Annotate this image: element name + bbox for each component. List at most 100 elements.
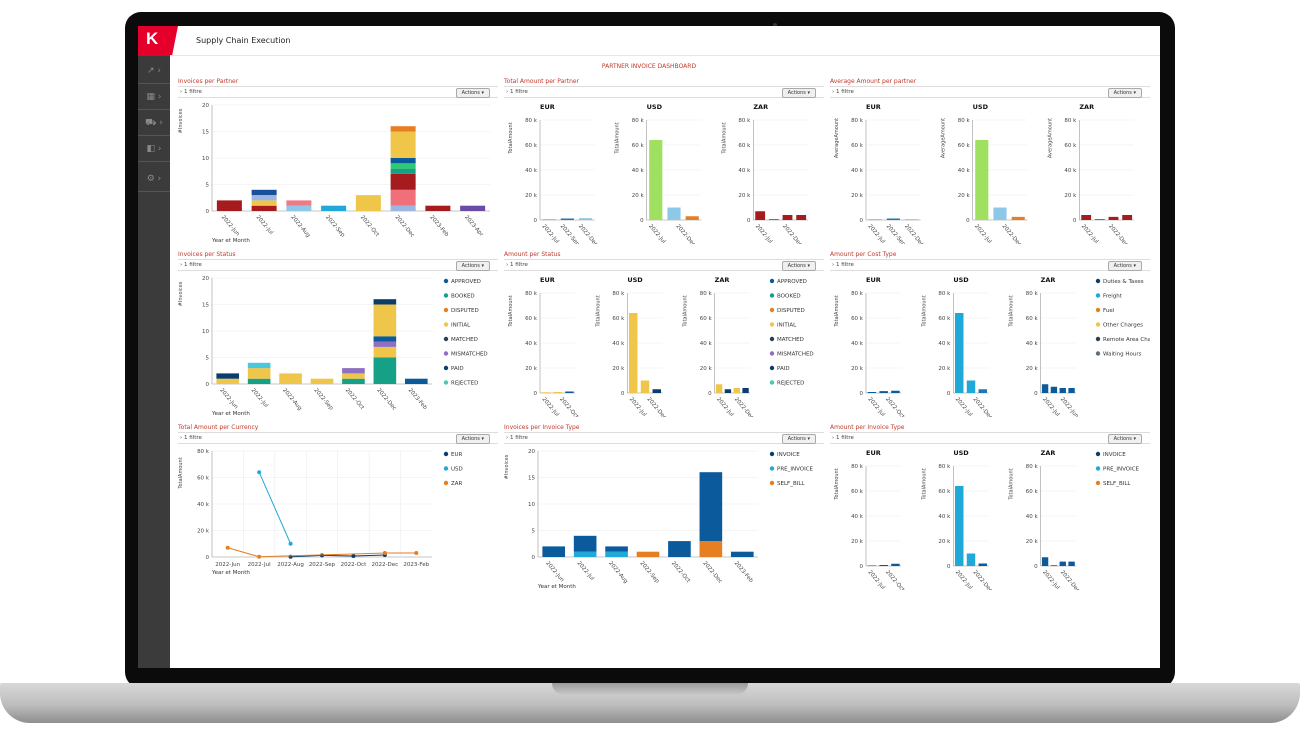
actions-button[interactable]: Actions ▾ <box>781 434 816 444</box>
legend-label: INVOICE <box>1103 452 1126 458</box>
panel-toolbar: › 1 filtre Actions ▾ <box>504 86 824 98</box>
bar <box>867 565 877 566</box>
actions-button[interactable]: Actions ▾ <box>781 88 816 98</box>
sidebar-item-documents[interactable]: ◧ › <box>138 136 170 162</box>
sidebar-item-analytics[interactable]: ↗ › <box>138 58 170 84</box>
facet-ytick: 20 k <box>958 193 971 199</box>
x-tick-label: 2022-Dec <box>674 223 696 244</box>
filter-toggle[interactable]: › 1 filtre <box>180 89 202 95</box>
legend-marker <box>1095 293 1101 298</box>
x-tick-label: 2022-Jul <box>628 396 648 417</box>
facet-ytick: 80 k <box>851 118 864 124</box>
facet-title: EUR <box>866 103 881 111</box>
facet-ytick: 0 <box>1034 391 1038 397</box>
facet-title: EUR <box>540 276 555 284</box>
bar <box>553 392 562 393</box>
logo-letter: K <box>146 29 159 48</box>
panel-toolbar: › 1 filtre Actions ▾ <box>178 432 498 444</box>
filter-toggle[interactable]: › 1 filtre <box>832 262 854 268</box>
actions-button[interactable]: Actions ▾ <box>455 88 490 98</box>
chart-ytick: 40 k <box>197 502 210 508</box>
chart-ytick: 10 <box>202 329 209 335</box>
bar <box>796 215 807 220</box>
facet-title: ZAR <box>753 103 768 111</box>
facet-ytick: 80 k <box>612 291 625 297</box>
bar-segment <box>390 163 416 169</box>
facet-ytick: 80 k <box>700 291 713 297</box>
legend-label: BOOKED <box>451 294 475 300</box>
actions-button[interactable]: Actions ▾ <box>455 434 490 444</box>
actions-button[interactable]: Actions ▾ <box>455 261 490 271</box>
facet-ytick: 60 k <box>851 489 864 495</box>
x-tick-label: 2022-Oct <box>558 396 580 417</box>
facet-ytick: 0 <box>860 391 864 397</box>
bar <box>879 565 888 566</box>
facet-title: EUR <box>540 103 555 111</box>
filter-toggle[interactable]: › 1 filtre <box>506 262 528 268</box>
bar <box>904 219 919 220</box>
filter-toggle[interactable]: › 1 filtre <box>180 435 202 441</box>
bar-segment <box>460 205 486 211</box>
x-tick-label: 2022-Oct <box>341 562 367 568</box>
bar-segment <box>342 368 365 374</box>
chart-ytick: 0 <box>206 382 210 388</box>
facet-ytick: 60 k <box>525 143 538 149</box>
x-tick-label: 2022-Jul <box>866 569 886 590</box>
chart-ytick: 5 <box>532 529 536 535</box>
facet-ytick: 40 k <box>1064 168 1077 174</box>
facet-title: USD <box>953 449 969 457</box>
facet-ytick: 60 k <box>938 489 951 495</box>
chart-ytick: 5 <box>206 356 210 362</box>
sidebar-item-transport[interactable]: ⛟ › <box>138 110 170 136</box>
facet-ytick: 20 k <box>700 366 713 372</box>
panel-title: Total Amount per Currency <box>178 424 259 431</box>
filter-toggle[interactable]: › 1 filtre <box>832 435 854 441</box>
bar <box>715 384 723 393</box>
facet-ytick: 0 <box>534 391 538 397</box>
legend-marker <box>443 307 449 313</box>
bar <box>724 389 732 393</box>
bar <box>1041 557 1049 566</box>
bar-segment <box>373 304 397 337</box>
bar <box>542 219 556 220</box>
filter-toggle[interactable]: › 1 filtre <box>506 435 528 441</box>
actions-button[interactable]: Actions ▾ <box>1107 88 1142 98</box>
facet-title: USD <box>627 276 643 284</box>
legend-marker <box>769 293 775 298</box>
filter-toggle[interactable]: › 1 filtre <box>506 89 528 95</box>
brand-logo[interactable]: K <box>138 26 178 56</box>
x-tick-label: 2022-Jul <box>248 562 271 568</box>
legend-marker <box>443 351 449 356</box>
bar <box>867 392 877 393</box>
actions-button[interactable]: Actions ▾ <box>781 261 816 271</box>
facet-ytick: 40 k <box>612 341 625 347</box>
facet-title: EUR <box>866 276 881 284</box>
chart-ytick: 20 k <box>197 529 210 535</box>
filter-toggle[interactable]: › 1 filtre <box>180 262 202 268</box>
truck-icon: ⛟ › <box>145 118 163 128</box>
bar <box>768 219 779 220</box>
camera-dot <box>773 23 777 27</box>
panel-title: Average Amount per partner <box>830 78 917 85</box>
chart-svg: 0 5 10 15 20 #Invoices 2022-Jun 2022-Jul 2022-Au… <box>178 103 490 244</box>
legend-marker <box>769 278 775 284</box>
x-tick-label: 2022-Sep <box>312 387 334 411</box>
legend-marker <box>1095 480 1101 486</box>
y-axis-label: TotalAmount <box>683 295 689 327</box>
legend-marker <box>769 336 775 342</box>
bar <box>1081 215 1092 220</box>
legend-marker <box>443 451 449 457</box>
chart-ytick: 20 <box>202 276 209 282</box>
sidebar-item-settings[interactable]: ⚙ › <box>138 166 170 192</box>
x-tick-label: 2022-Jul <box>1041 569 1061 590</box>
facet-ytick: 0 <box>966 218 970 224</box>
actions-button[interactable]: Actions ▾ <box>1107 261 1142 271</box>
chart-svg: 0 5 10 15 20 #Invoices 2022-Jun 2022-Jul 2022-Au… <box>178 276 488 417</box>
x-tick-label: 2022-Jul <box>576 560 596 582</box>
actions-button[interactable]: Actions ▾ <box>1107 434 1142 444</box>
sidebar-item-calendar[interactable]: ▦ › <box>138 84 170 110</box>
bar-segment <box>668 541 691 557</box>
filter-toggle[interactable]: › 1 filtre <box>832 89 854 95</box>
x-tick-label: 2022-Dec <box>645 396 667 417</box>
facet-ytick: 20 k <box>938 539 951 545</box>
